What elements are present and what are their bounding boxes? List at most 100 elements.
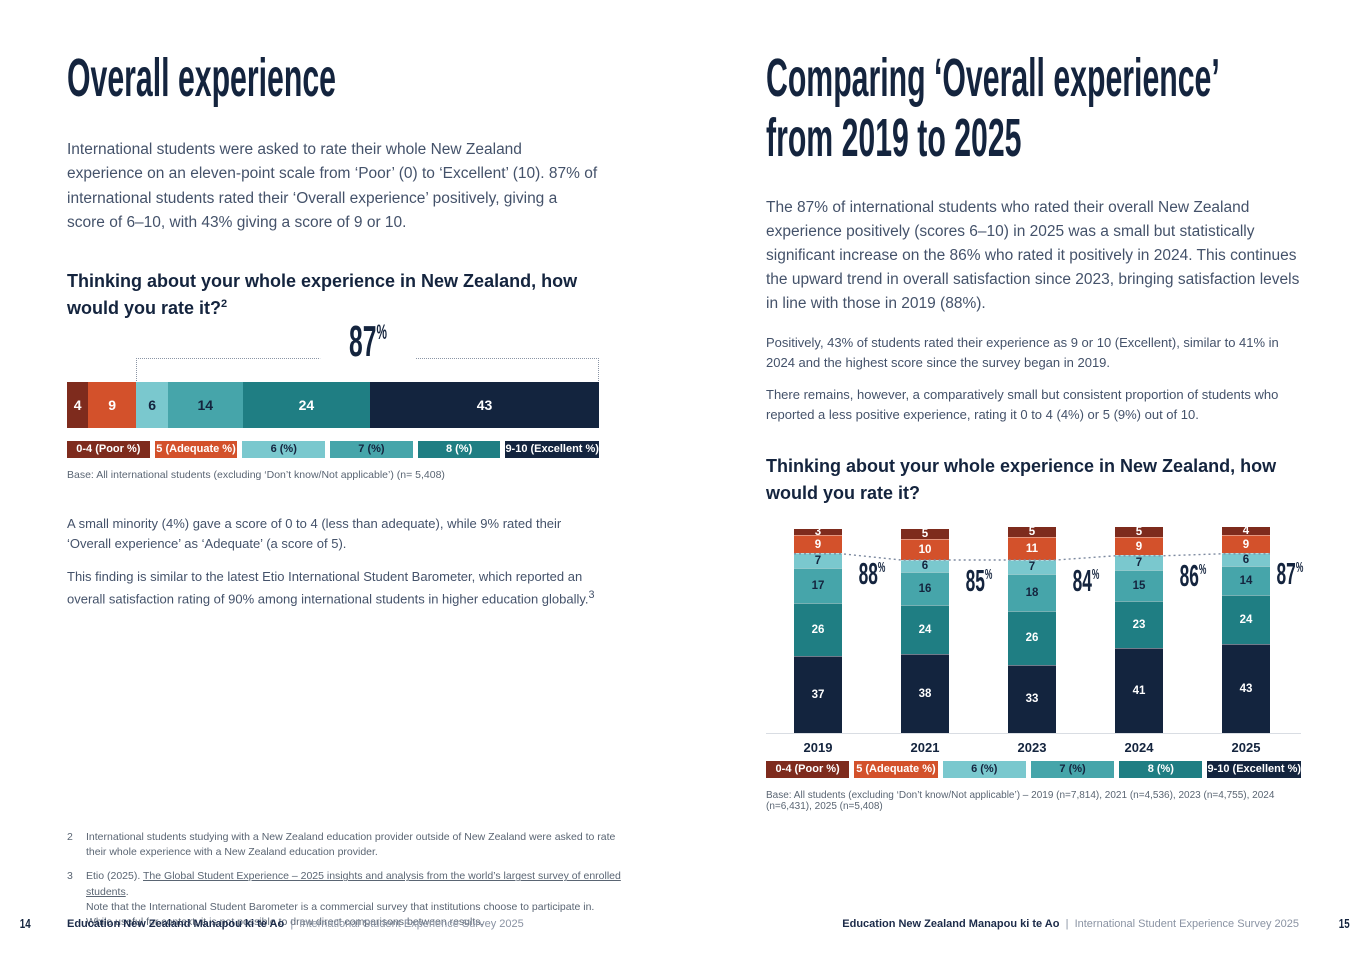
page-title: Comparing ‘Overall experience’ from 2019 … <box>766 48 1220 169</box>
footnote-number: 3 <box>67 870 73 883</box>
footnote-ref-3: 3 <box>588 588 595 601</box>
intro-paragraph: International students were asked to rat… <box>67 141 598 231</box>
legend-item-8 (%): 8 (%) <box>417 440 501 458</box>
segment-2025-5 (Adequate %): 9 <box>1222 534 1270 554</box>
page-number-left: 14 <box>19 916 31 931</box>
chart-legend: 0-4 (Poor %) 5 (Adequate %) 6 (%) 7 (%) 8 (%… <box>766 760 1302 778</box>
positive-total-2023: 84% <box>1072 562 1099 598</box>
chart-baseline <box>766 732 1301 734</box>
segment-2023-5 (Adequate %): 11 <box>1008 536 1056 560</box>
legend-item-7 (%): 7 (%) <box>1030 760 1115 778</box>
legend-item-5 (Adequate %): 5 (Adequate %) <box>154 440 238 458</box>
base-note: Base: All students (excluding ‘Don’t kno… <box>766 789 1275 812</box>
positive-total-2019: 88% <box>858 556 885 592</box>
bar-2019: 3 9 7 17 26 37 <box>794 526 842 733</box>
segment-2024-8 (%): 23 <box>1115 600 1163 649</box>
segment-2019-9-10 (Excellent %): 37 <box>794 656 842 733</box>
body-paragraph: A small minority (4%) gave a score of 0 … <box>67 515 562 551</box>
positive-share-label: 87% <box>319 319 416 363</box>
bar-2025: 4 9 6 14 24 43 <box>1222 525 1270 733</box>
footer-right: Education New Zealand Manapou ki te Ao |… <box>842 918 1299 930</box>
segment-2021-6 (%): 6 <box>901 559 949 572</box>
left-bar-segment-9-10 (Excellent %): 43 <box>370 381 599 428</box>
segment-2024-6 (%): 7 <box>1115 555 1163 570</box>
year-label-2023: 2023 <box>1017 739 1047 755</box>
segment-2019-5 (Adequate %): 9 <box>794 534 842 554</box>
legend-item-8 (%): 8 (%) <box>1119 760 1203 778</box>
legend-item-6 (%): 6 (%) <box>942 760 1026 778</box>
left-bar-segment-8 (%): 24 <box>242 381 371 428</box>
legend-item-0-4 (Poor %): 0-4 (Poor %) <box>67 440 150 458</box>
segment-2023-9-10 (Excellent %): 33 <box>1008 664 1056 733</box>
bar-2021: 5 10 6 16 24 38 <box>901 528 949 733</box>
segment-2023-8 (%): 26 <box>1008 611 1056 665</box>
body-paragraph: This finding is similar to the latest Et… <box>67 568 595 607</box>
year-label-2025: 2025 <box>1231 739 1261 755</box>
base-note: Base: All international students (exclud… <box>67 468 445 481</box>
segment-2023-0-4 (Poor %): 5 <box>1008 526 1056 538</box>
trend-chart: 3 9 7 17 26 37 2019 88% 5 10 6 16 24 38 2021 85% 5 11 7 18 2… <box>766 521 1303 759</box>
segment-2021-9-10 (Excellent %): 38 <box>901 654 949 733</box>
left-page: Overall experience International student… <box>67 0 599 609</box>
segment-2024-0-4 (Poor %): 5 <box>1115 526 1163 538</box>
bar-2024: 5 9 7 15 23 41 <box>1115 526 1163 733</box>
segment-2024-5 (Adequate %): 9 <box>1115 536 1163 556</box>
positive-total-2024: 86% <box>1179 558 1206 594</box>
left-bar-segment-5 (Adequate %): 9 <box>88 381 137 428</box>
segment-2023-6 (%): 7 <box>1008 559 1056 574</box>
footnote-text: International students studying with a N… <box>86 831 616 859</box>
left-bar-segment-6 (%): 6 <box>136 381 169 428</box>
footnote-ref-2: 2 <box>221 297 228 310</box>
segment-2025-0-4 (Poor %): 4 <box>1222 525 1270 537</box>
footnote-text: Etio (2025). The Global Student Experien… <box>86 870 621 929</box>
bracket-tick-left <box>136 357 138 381</box>
legend-item-9-10 (Excellent %): 9-10 (Excellent %) <box>505 440 599 458</box>
page-number-right: 15 <box>1338 916 1350 931</box>
legend-item-7 (%): 7 (%) <box>330 440 413 458</box>
stacked-bar-overall: 4 9 6 14 24 43 <box>67 381 599 428</box>
segment-2021-8 (%): 24 <box>901 604 949 655</box>
year-label-2019: 2019 <box>803 739 833 755</box>
segment-2023-7 (%): 18 <box>1008 573 1056 612</box>
segment-2025-7 (%): 14 <box>1222 565 1270 595</box>
year-label-2024: 2024 <box>1124 739 1154 755</box>
chart-question-heading: Thinking about your whole experience in … <box>766 455 1277 503</box>
bracket-tick-right <box>598 357 599 381</box>
intro-paragraph: The 87% of international students who ra… <box>766 198 1300 312</box>
footnote-3: 3 Etio (2025). The Global Student Experi… <box>67 869 627 930</box>
bar-2023: 5 11 7 18 26 33 <box>1008 526 1056 733</box>
legend-item-0-4 (Poor %): 0-4 (Poor %) <box>766 760 850 778</box>
footnote-number: 2 <box>67 831 73 843</box>
footnote-2: 2 International students studying with a… <box>67 830 627 860</box>
segment-2019-7 (%): 17 <box>794 567 842 603</box>
year-label-2021: 2021 <box>910 739 940 755</box>
segment-2021-5 (Adequate %): 10 <box>901 538 949 560</box>
positive-total-2025: 87% <box>1276 556 1304 592</box>
legend-item-9-10 (Excellent %): 9-10 (Excellent %) <box>1207 760 1302 778</box>
chart-legend: 0-4 (Poor %) 5 (Adequate %) 6 (%) 7 (%) 8 (%… <box>67 440 599 458</box>
positive-share-bracket: 87% <box>67 319 599 382</box>
segment-2019-0-4 (Poor %): 3 <box>794 526 842 538</box>
segment-2025-8 (%): 24 <box>1222 594 1270 644</box>
footnote-link[interactable]: The Global Student Experience – 2025 ins… <box>86 870 621 898</box>
body-paragraph: There remains, however, a comparatively … <box>766 387 1279 423</box>
segment-2025-9-10 (Excellent %): 43 <box>1222 644 1270 733</box>
right-page: Comparing ‘Overall experience’ from 2019 … <box>766 0 1303 812</box>
footnotes: 2 International students studying with a… <box>67 830 627 939</box>
segment-2024-7 (%): 15 <box>1115 569 1163 601</box>
segment-2021-0-4 (Poor %): 5 <box>901 528 949 540</box>
footer-left: Education New Zealand Manapou ki te Ao |… <box>67 918 524 930</box>
segment-2024-9-10 (Excellent %): 41 <box>1115 648 1163 733</box>
body-paragraph: Positively, 43% of students rated their … <box>766 335 1279 371</box>
page-title: Overall experience <box>67 48 336 108</box>
chart-question-heading: Thinking about your whole experience in … <box>67 270 578 318</box>
segment-2019-8 (%): 26 <box>794 602 842 657</box>
segment-2021-7 (%): 16 <box>901 571 949 605</box>
left-bar-segment-0-4 (Poor %): 4 <box>67 381 89 428</box>
segment-2019-6 (%): 7 <box>794 553 842 568</box>
segment-2025-6 (%): 6 <box>1222 553 1270 566</box>
positive-total-2021: 85% <box>965 562 992 598</box>
legend-item-5 (Adequate %): 5 (Adequate %) <box>854 760 938 778</box>
legend-item-6 (%): 6 (%) <box>242 440 326 458</box>
